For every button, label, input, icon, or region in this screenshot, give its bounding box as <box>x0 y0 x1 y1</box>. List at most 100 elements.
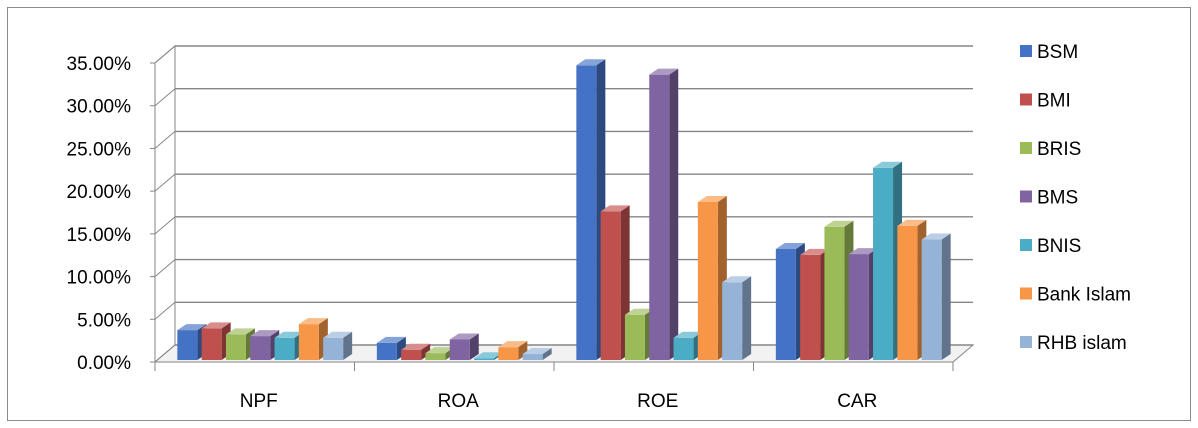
legend-label: BNIS <box>1037 236 1081 257</box>
legend-swatch <box>1020 336 1032 348</box>
bar-top <box>323 331 353 338</box>
bar-side <box>421 343 431 360</box>
bar <box>624 314 645 360</box>
bar-top <box>274 331 304 338</box>
bar <box>921 239 942 360</box>
bar-side <box>469 333 479 360</box>
bar <box>873 167 894 360</box>
bar <box>649 74 670 360</box>
y-tick-label: 0.00% <box>77 353 131 374</box>
bar-top <box>722 276 752 283</box>
bar <box>323 337 344 360</box>
bar-top <box>298 318 328 325</box>
bar <box>376 342 397 360</box>
bar <box>274 337 295 360</box>
legend-swatch <box>1020 93 1032 106</box>
legend-swatch <box>1020 190 1032 203</box>
legend-label: RHB islam <box>1037 333 1127 354</box>
bar-top <box>425 347 455 354</box>
bar <box>201 328 222 360</box>
x-tick-label: ROA <box>438 391 480 412</box>
bar <box>425 353 446 360</box>
legend-swatch <box>1020 45 1032 57</box>
bar-top <box>177 324 207 331</box>
y-tick-label: 15.00% <box>67 225 132 246</box>
y-tick-label: 35.00% <box>67 54 132 75</box>
legend-swatch <box>1020 287 1032 300</box>
bar <box>897 225 918 360</box>
bar <box>522 354 543 360</box>
bar-side <box>669 68 679 360</box>
bar-top <box>376 336 406 343</box>
bar-top <box>673 331 703 338</box>
gridline-side <box>154 45 176 64</box>
bar <box>225 334 246 360</box>
bar <box>449 339 470 360</box>
gridline-side <box>154 216 176 235</box>
bar-top <box>624 308 654 315</box>
gridline-side <box>154 344 176 363</box>
y-tick-label: 25.00% <box>67 139 132 160</box>
bar-top <box>897 219 927 226</box>
legend-label: BMI <box>1037 91 1071 112</box>
bar <box>848 254 869 360</box>
bar-top <box>600 205 630 212</box>
x-tick-label: NPF <box>240 391 278 412</box>
bar-side <box>343 331 353 360</box>
bar <box>600 211 621 360</box>
gridline-side <box>154 259 176 277</box>
legend-label: BSM <box>1037 42 1078 63</box>
bar <box>673 337 694 360</box>
bar-top <box>873 161 903 168</box>
bar-top <box>848 248 878 255</box>
bar-top <box>449 333 479 340</box>
y-tick-label: 10.00% <box>67 268 132 289</box>
bar-side <box>542 348 552 360</box>
bar-side <box>941 233 951 360</box>
bar-top <box>250 330 280 337</box>
bar <box>474 358 495 360</box>
bar <box>824 226 845 360</box>
bar-top <box>201 322 231 329</box>
legend-swatch <box>1020 142 1032 154</box>
gridline-side <box>154 173 176 192</box>
bar <box>697 201 718 360</box>
x-tick-label: ROE <box>637 391 678 412</box>
gridline-side <box>154 131 176 149</box>
y-tick-label: 5.00% <box>77 310 131 331</box>
legend-label: BMS <box>1037 188 1078 209</box>
side-wall <box>154 44 176 364</box>
y-tick-label: 20.00% <box>67 182 132 203</box>
bar <box>800 254 821 360</box>
bar-top <box>775 242 805 249</box>
bar-top <box>697 195 727 202</box>
bar <box>498 347 519 360</box>
bar-top <box>225 328 255 335</box>
legend-label: Bank Islam <box>1037 285 1131 306</box>
bar-top <box>401 343 431 350</box>
bar-top <box>649 68 679 75</box>
bar-top <box>498 341 528 348</box>
bar-top <box>576 59 606 66</box>
x-tick-label: CAR <box>837 391 877 412</box>
chart-frame <box>7 7 1191 421</box>
y-tick-label: 30.00% <box>67 97 132 118</box>
bar <box>722 282 743 360</box>
bar <box>576 65 597 361</box>
bar-top <box>800 248 830 255</box>
bar-top <box>824 220 854 227</box>
bar <box>298 324 319 360</box>
gridline-side <box>154 88 176 107</box>
bar <box>401 349 422 360</box>
bar <box>250 336 271 360</box>
bar-top <box>921 233 951 240</box>
legend-label: BRIS <box>1037 139 1081 160</box>
bar <box>775 248 796 360</box>
gridline-side <box>154 301 176 320</box>
bar <box>177 330 198 360</box>
bar-top <box>474 352 504 359</box>
legend-swatch <box>1020 239 1032 251</box>
bar-side <box>742 276 752 360</box>
bar-top <box>522 348 552 355</box>
